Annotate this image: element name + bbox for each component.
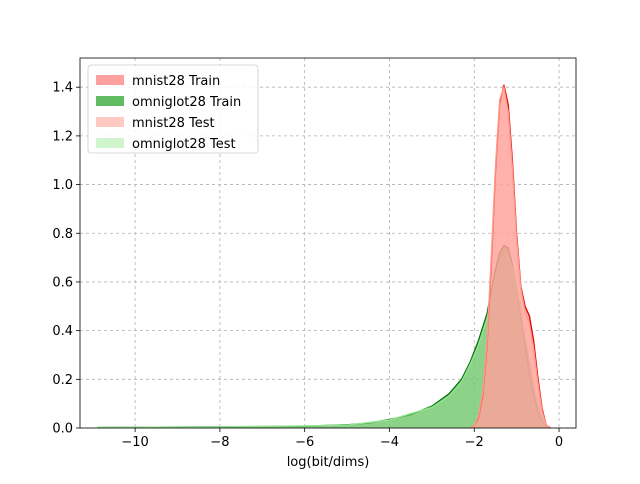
x-tick-label: −4 (380, 435, 399, 450)
legend-label: mnist28 Test (132, 116, 215, 131)
y-tick-label: 0.8 (52, 227, 73, 242)
x-tick-label: 0 (555, 435, 563, 450)
legend-swatch (96, 75, 124, 85)
legend-swatch (96, 138, 124, 148)
series-area-2 (470, 87, 551, 428)
axes-frame (79, 57, 577, 429)
x-tick-label: −8 (210, 435, 229, 450)
y-tick-label: 1.4 (52, 81, 73, 96)
x-tick-label: −6 (295, 435, 314, 450)
legend-box (87, 64, 259, 154)
y-tick-label: 0.0 (52, 422, 73, 437)
legend-swatch (96, 96, 124, 106)
legend: mnist28 Train omniglot28 Train mnist28 Tes… (87, 64, 259, 154)
legend-swatch (96, 117, 124, 127)
y-tick-label: 1.2 (52, 129, 73, 144)
y-tick-label: 0.2 (52, 373, 73, 388)
x-tick-label: −2 (465, 435, 484, 450)
y-tick-label: 0.4 (52, 324, 73, 339)
y-tick-label: 1.0 (52, 178, 73, 193)
y-tick-label: 0.6 (52, 275, 73, 290)
legend-label: omniglot28 Train (132, 95, 241, 110)
x-axis-label: log(bit/dims) (287, 455, 370, 470)
series-line-2 (469, 84, 551, 429)
legend-label: mnist28 Train (132, 74, 220, 89)
plot-area (96, 84, 551, 429)
y-axis: 0.0 0.2 0.4 0.6 0.8 1.0 1.2 1.4 (52, 81, 80, 437)
x-axis: −10 −8 −6 −4 −2 0 (121, 428, 563, 450)
x-tick-label: −10 (121, 435, 148, 450)
legend-label: omniglot28 Test (132, 137, 236, 152)
